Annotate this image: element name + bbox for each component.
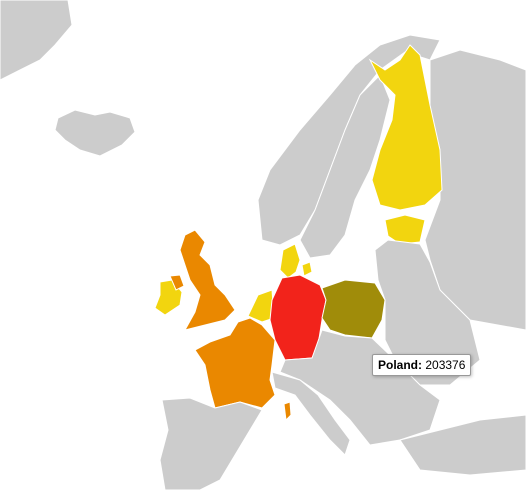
united-kingdom[interactable] <box>179 229 236 331</box>
france[interactable] <box>194 317 276 409</box>
denmark[interactable] <box>279 243 301 279</box>
tooltip: Poland: 203376 <box>372 354 472 376</box>
denmark-island[interactable] <box>301 261 313 277</box>
turkey[interactable] <box>399 414 526 476</box>
tooltip-value: 203376 <box>425 358 466 372</box>
iberia[interactable] <box>159 397 263 490</box>
benelux[interactable] <box>247 289 275 323</box>
iceland[interactable] <box>54 109 136 157</box>
italy[interactable] <box>271 371 351 456</box>
sweden[interactable] <box>299 74 391 259</box>
northern-ireland[interactable] <box>169 274 185 291</box>
tooltip-label: Poland: <box>378 358 422 372</box>
finland[interactable] <box>368 44 443 211</box>
corsica[interactable] <box>283 401 292 422</box>
greenland[interactable] <box>0 0 73 81</box>
estonia[interactable] <box>384 214 426 245</box>
poland[interactable] <box>321 279 386 339</box>
central-europe[interactable] <box>279 329 441 446</box>
